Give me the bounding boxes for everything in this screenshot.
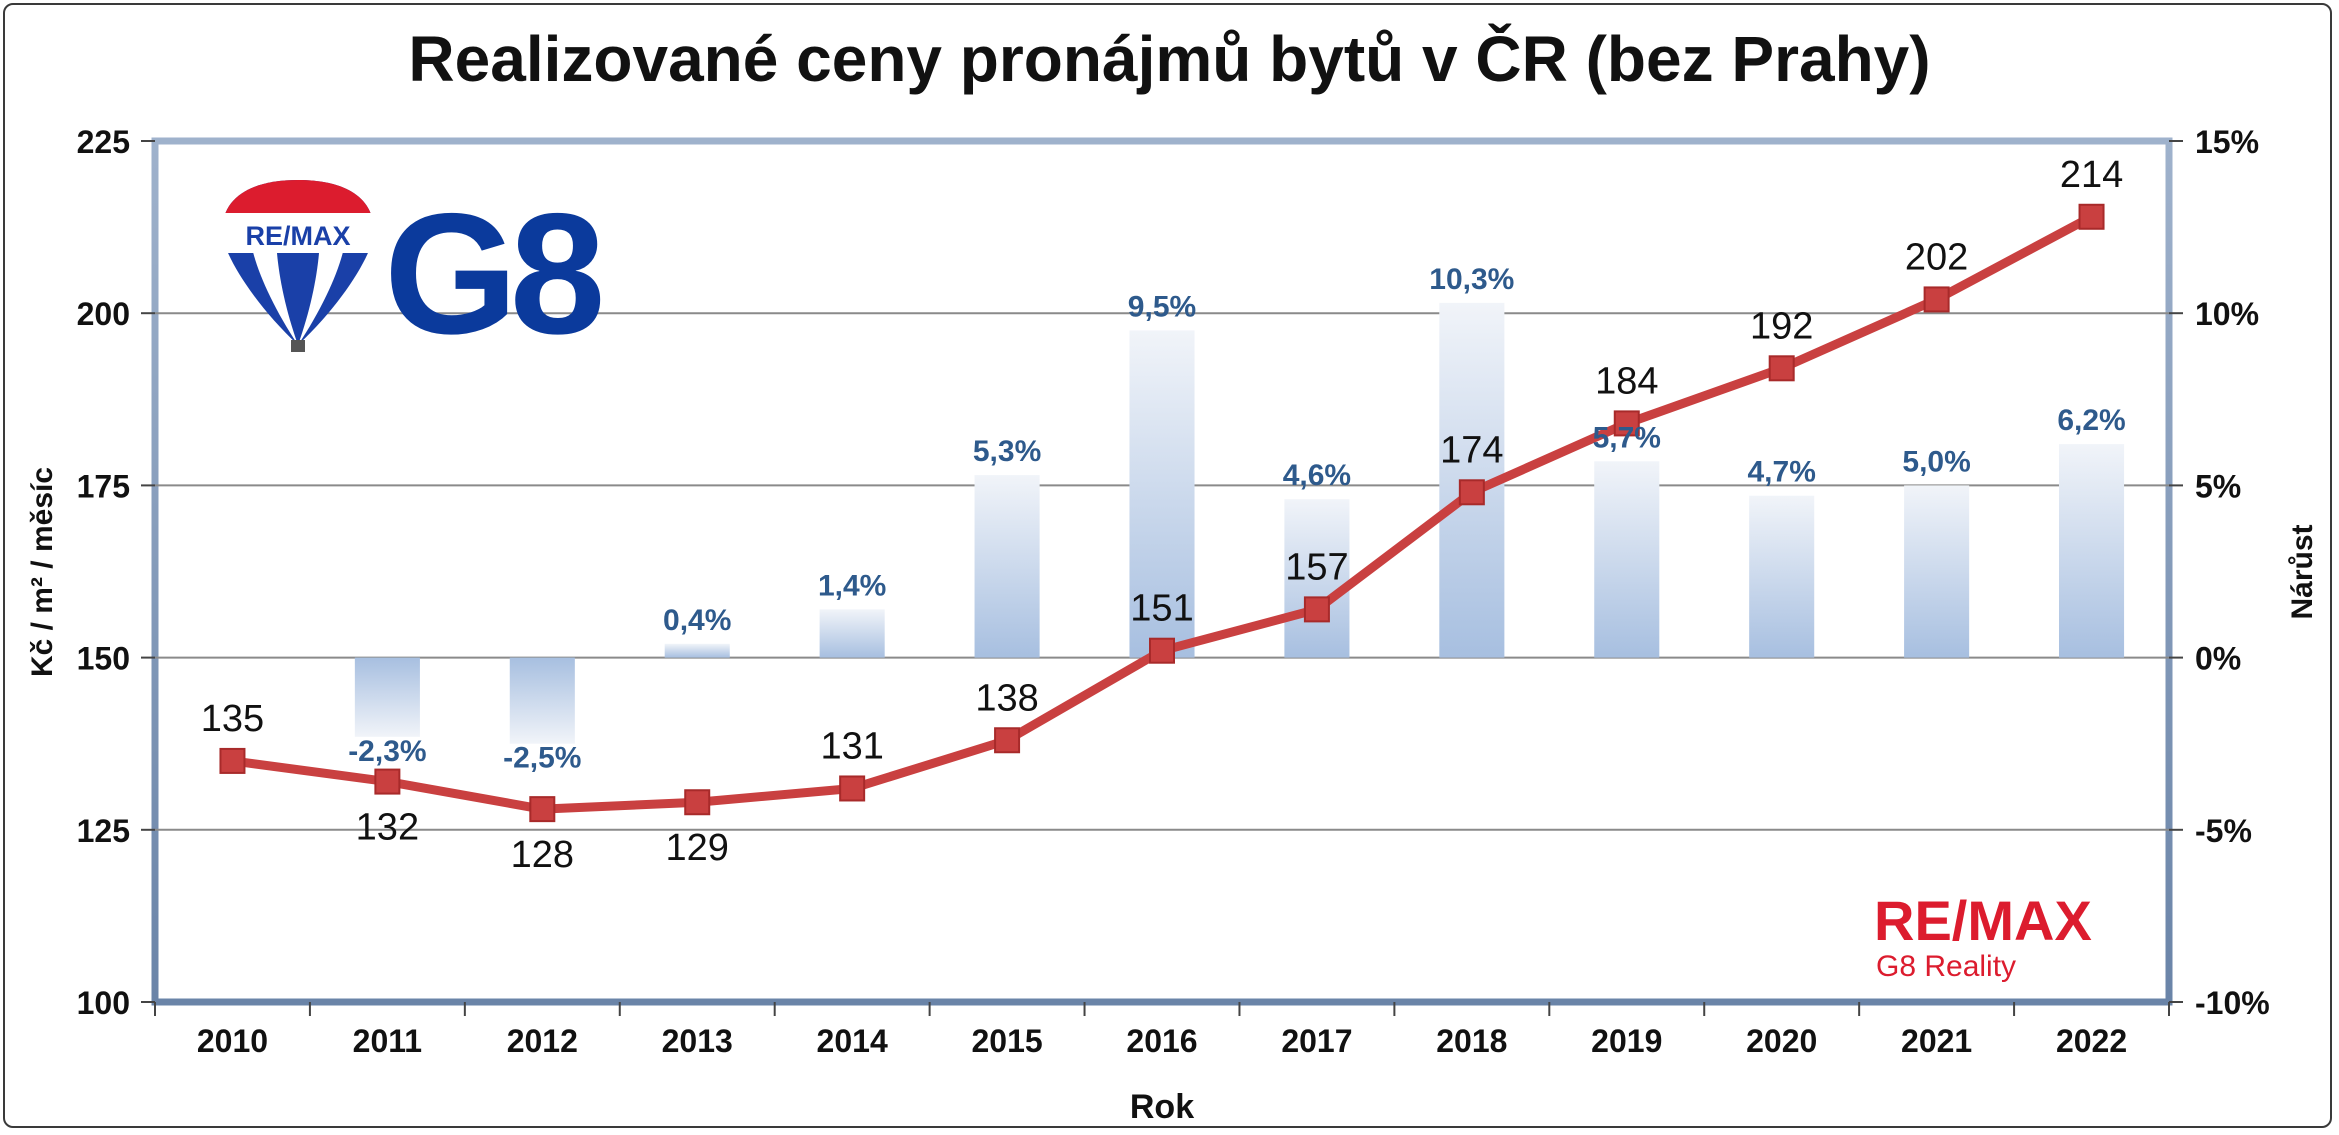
price-label: 174 [1440, 429, 1503, 471]
price-marker [1613, 410, 1640, 437]
price-label: 135 [201, 698, 264, 740]
axes: 100 125 150 175 200 225 -10% -5% 0% 5% 10% 15% 2010 2… [77, 124, 2270, 1059]
price-marker [219, 747, 246, 774]
y-axis-label-left: Kč / m² / měsíc [26, 467, 59, 677]
growth-bar [1284, 499, 1350, 658]
chart-title: Realizované ceny pronájmů bytů v ČR (bez… [408, 23, 1931, 95]
y-tick-label-right: -10% [2195, 985, 2270, 1021]
x-tick-label: 2014 [817, 1023, 888, 1059]
y-axis-label-right: Nárůst [2286, 524, 2319, 619]
growth-label: 0,4% [663, 604, 731, 637]
growth-label: 10,3% [1429, 263, 1514, 296]
y-tick-label-right: 15% [2195, 124, 2259, 160]
growth-label: 1,4% [818, 569, 886, 602]
x-tick-label: 2018 [1436, 1023, 1507, 1059]
growth-bar [1749, 495, 1815, 658]
x-tick-label: 2016 [1126, 1023, 1197, 1059]
price-marker [839, 775, 866, 802]
x-tick-label: 2015 [971, 1023, 1042, 1059]
growth-label: 5,0% [1902, 445, 1970, 478]
x-tick-label: 2021 [1901, 1023, 1972, 1059]
x-tick-label: 2013 [662, 1023, 733, 1059]
price-label: 192 [1750, 305, 1813, 347]
price-line [219, 203, 2105, 823]
price-label: 151 [1130, 588, 1193, 630]
y-tick-label-left: 175 [77, 468, 130, 504]
growth-bar [819, 609, 885, 658]
price-marker [684, 789, 711, 816]
chart-frame [3, 3, 2332, 1128]
x-tick-label: 2012 [507, 1023, 578, 1059]
growth-bar [1594, 461, 1660, 658]
growth-bar [1904, 485, 1970, 658]
price-marker [1923, 286, 1950, 313]
x-tick-label: 2017 [1281, 1023, 1352, 1059]
growth-label: 6,2% [2057, 404, 2125, 437]
x-tick-label: 2020 [1746, 1023, 1817, 1059]
growth-bar [664, 643, 730, 658]
y-tick-label-right: 0% [2195, 641, 2241, 677]
x-tick-label: 2010 [197, 1023, 268, 1059]
g8-reality-text: G8 Reality [1876, 950, 2016, 983]
growth-bar [1129, 330, 1195, 658]
price-marker [2078, 203, 2105, 230]
price-label: 184 [1595, 360, 1658, 402]
y-tick-label-left: 200 [77, 296, 130, 332]
y-tick-label-left: 125 [77, 813, 130, 849]
price-label: 202 [1905, 236, 1968, 278]
growth-label: -2,3% [348, 735, 426, 768]
price-marker [1768, 355, 1795, 382]
price-label: 214 [2060, 154, 2123, 196]
price-label: 132 [356, 807, 419, 849]
remax-brand-logo: RE/MAX [1874, 889, 2092, 952]
price-marker [1303, 596, 1330, 623]
price-label: 157 [1285, 546, 1348, 588]
growth-label: 9,5% [1128, 290, 1196, 323]
y-tick-label-right: 5% [2195, 468, 2241, 504]
price-marker [1458, 479, 1485, 506]
y-tick-label-left: 100 [77, 985, 130, 1021]
remax-balloon-logo: RE/MAX [222, 180, 374, 352]
price-label: 128 [511, 834, 574, 876]
y-tick-label-right: -5% [2195, 813, 2252, 849]
growth-bar [974, 475, 1040, 658]
price-label: 138 [975, 677, 1038, 719]
growth-label: -2,5% [503, 742, 581, 775]
y-tick-label-left: 225 [77, 124, 130, 160]
bars [354, 302, 2125, 744]
x-axis-label: Rok [1130, 1088, 1194, 1126]
balloon-logo-text: RE/MAX [245, 221, 350, 251]
growth-bar [354, 657, 420, 737]
y-tick-label-left: 150 [77, 641, 130, 677]
price-marker [529, 796, 556, 823]
data-labels: -2,3% -2,5% 0,4% 1,4% 5,3% 9,5% 4,6% 10,3% 5,7% 4… [201, 154, 2126, 876]
growth-label: 4,7% [1747, 456, 1815, 489]
y-tick-label-right: 10% [2195, 296, 2259, 332]
price-marker [994, 727, 1021, 754]
price-label: 131 [820, 725, 883, 767]
g8-logo-text: G8 [384, 178, 601, 370]
growth-label: 5,7% [1593, 421, 1661, 454]
x-tick-label: 2019 [1591, 1023, 1662, 1059]
price-label: 129 [666, 827, 729, 869]
growth-label: 5,3% [973, 435, 1041, 468]
price-marker [1149, 637, 1175, 664]
growth-label: 4,6% [1283, 459, 1351, 492]
price-marker [374, 768, 401, 795]
x-tick-label: 2011 [353, 1023, 422, 1059]
growth-bar [509, 657, 575, 744]
growth-bar [2059, 444, 2125, 658]
x-tick-label: 2022 [2056, 1023, 2127, 1059]
